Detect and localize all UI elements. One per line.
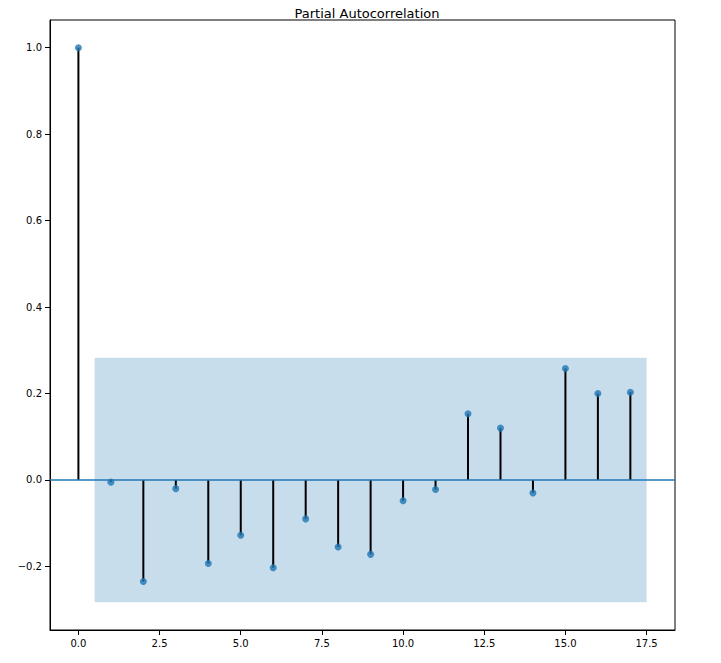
svg-text:10.0: 10.0 — [392, 638, 414, 649]
svg-text:2.5: 2.5 — [152, 638, 168, 649]
svg-text:0.2: 0.2 — [26, 388, 42, 399]
svg-text:0.4: 0.4 — [26, 302, 42, 313]
svg-text:17.5: 17.5 — [635, 638, 657, 649]
svg-text:0.0: 0.0 — [70, 638, 86, 649]
svg-text:0.0: 0.0 — [26, 474, 42, 485]
svg-text:−0.2: −0.2 — [18, 561, 42, 572]
svg-text:7.5: 7.5 — [314, 638, 330, 649]
svg-text:15.0: 15.0 — [554, 638, 576, 649]
svg-text:5.0: 5.0 — [233, 638, 249, 649]
svg-text:Partial Autocorrelation: Partial Autocorrelation — [295, 6, 440, 21]
svg-text:0.8: 0.8 — [26, 129, 42, 140]
svg-text:1.0: 1.0 — [26, 42, 42, 53]
svg-text:0.6: 0.6 — [26, 215, 42, 226]
svg-text:12.5: 12.5 — [473, 638, 495, 649]
